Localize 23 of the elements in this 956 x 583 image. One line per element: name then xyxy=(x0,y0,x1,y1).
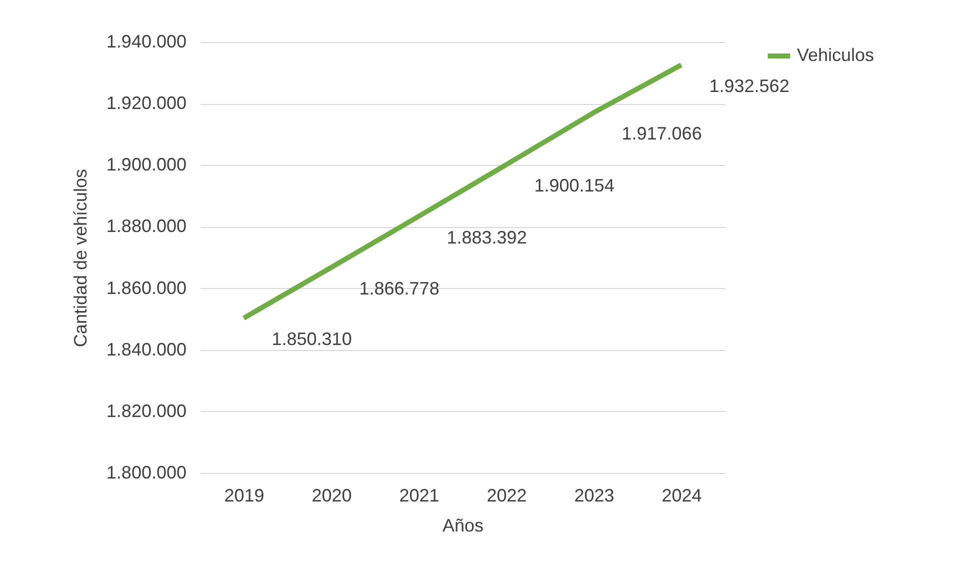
y-tick-label: 1.900.000 xyxy=(106,154,186,175)
x-tick-label: 2020 xyxy=(312,486,352,506)
data-label: 1.900.154 xyxy=(534,176,614,196)
y-tick-label: 1.920.000 xyxy=(106,93,186,114)
x-tick-label: 2023 xyxy=(574,486,614,506)
x-axis-title: Años xyxy=(442,516,484,536)
y-tick-label: 1.840.000 xyxy=(106,339,186,360)
legend-label: Vehiculos xyxy=(797,45,874,65)
data-label: 1.883.392 xyxy=(446,227,527,248)
y-tick-label: 1.880.000 xyxy=(106,216,186,236)
x-tick-label: 2024 xyxy=(662,486,702,506)
data-label: 1.866.778 xyxy=(359,278,440,298)
y-axis-title: Cantidad de vehículos xyxy=(70,168,90,348)
x-tick-label: 2019 xyxy=(224,486,264,506)
data-label: 1.932.562 xyxy=(709,76,790,96)
y-tick-label: 1.860.000 xyxy=(106,278,186,298)
y-tick-label: 1.940.000 xyxy=(106,32,186,52)
x-tick-label: 2022 xyxy=(486,486,527,506)
data-label: 1.850.310 xyxy=(272,329,352,350)
x-tick-label: 2021 xyxy=(399,486,440,506)
y-tick-label: 1.820.000 xyxy=(106,400,186,421)
y-tick-label: 1.800.000 xyxy=(106,462,186,482)
data-label: 1.917.066 xyxy=(622,124,702,144)
